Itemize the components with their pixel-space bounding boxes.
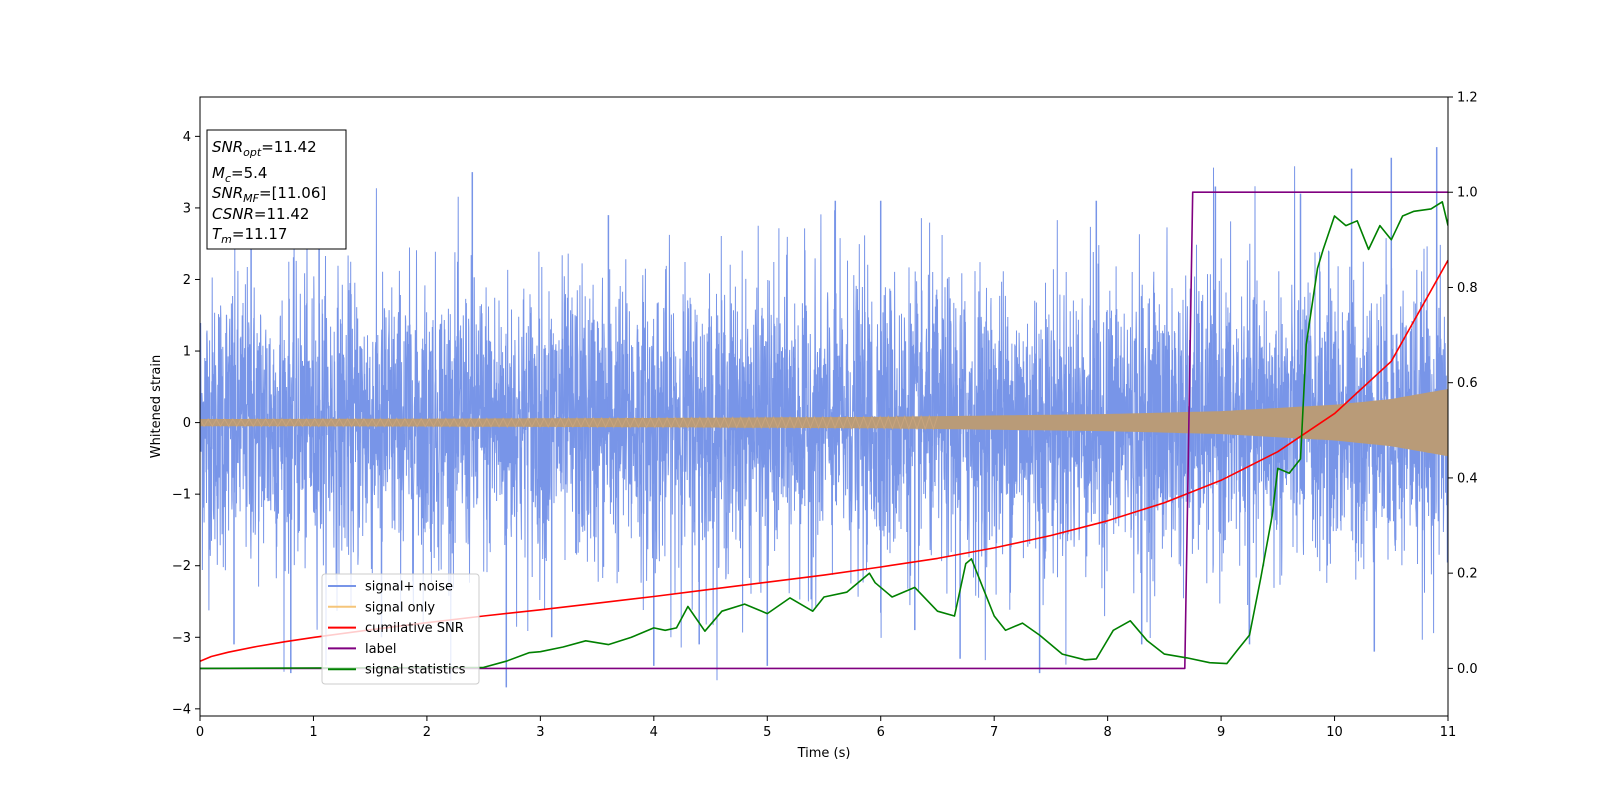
x-tick-label: 0 (196, 725, 204, 740)
legend-item-label: signal only (365, 600, 435, 615)
y2-tick-label: 0.2 (1457, 567, 1478, 582)
x-axis-label: Time (s) (797, 746, 851, 761)
series-signal-statistics-line (200, 201, 1448, 670)
series-cumilative-snr-line (200, 259, 1448, 662)
x-tick-label: 1 (309, 725, 317, 740)
legend-item-label: signal+ noise (365, 580, 453, 595)
y2-tick-label: 0.8 (1457, 281, 1478, 296)
y-tick-label: −2 (172, 559, 191, 574)
y-tick-label: −4 (172, 702, 191, 717)
y-tick-label: 2 (183, 273, 191, 288)
x-tick-label: 6 (877, 725, 885, 740)
info-mc: Mc=5.4 (212, 164, 267, 185)
series-signal-only-envelope (200, 389, 1448, 457)
legend: signal+ noise signal only cumilative SNR la… (321, 573, 480, 685)
y2-tick-label: 0.4 (1457, 471, 1478, 486)
y-tick-label: −3 (172, 631, 191, 646)
info-csnr: CSNR=11.42 (212, 205, 309, 223)
y-axis-right: 0.0 0.2 0.4 0.6 0.8 1.0 1.2 (1448, 91, 1478, 677)
y-axis-left: −4 −3 −2 −1 0 1 2 3 4 (172, 130, 200, 717)
series-signal-only-line (200, 414, 938, 431)
y2-tick-label: 0.6 (1457, 376, 1478, 391)
y-tick-label: 0 (183, 416, 191, 431)
x-tick-label: 8 (1103, 725, 1111, 740)
info-snr-opt: SNRopt=11.42 (212, 138, 317, 159)
x-tick-label: 7 (990, 725, 998, 740)
x-tick-label: 11 (1440, 725, 1457, 740)
info-box: SNRopt=11.42 Mc=5.4 SNRMF=[11.06] CSNR=1… (206, 129, 347, 250)
y-tick-label: 4 (183, 130, 191, 145)
y-tick-label: −1 (172, 488, 191, 503)
legend-item-label: label (365, 642, 396, 657)
x-axis: 0 1 2 3 4 5 6 7 8 9 10 11 (196, 716, 1456, 740)
info-box-frame (206, 129, 347, 250)
x-tick-label: 4 (650, 725, 658, 740)
y2-tick-label: 0.0 (1457, 662, 1478, 677)
y2-tick-label: 1.0 (1457, 186, 1478, 201)
legend-item-label: signal statistics (365, 663, 466, 678)
plot-frame (199, 96, 1449, 717)
info-snr-mf: SNRMF=[11.06] (212, 184, 326, 205)
y-tick-label: 1 (183, 345, 191, 360)
y2-tick-label: 1.2 (1457, 91, 1478, 106)
x-tick-label: 5 (763, 725, 771, 740)
x-tick-label: 3 (536, 725, 544, 740)
info-tm: Tm=11.17 (212, 225, 287, 246)
series-label-line (200, 191, 1448, 670)
x-tick-label: 9 (1217, 725, 1225, 740)
y-axis-label: Whitened strain (149, 355, 164, 458)
legend-frame (321, 573, 480, 685)
plot-area (200, 147, 1448, 688)
x-tick-label: 2 (423, 725, 431, 740)
legend-item-label: cumilative SNR (365, 621, 464, 636)
x-tick-label: 10 (1326, 725, 1343, 740)
y-tick-label: 3 (183, 201, 191, 216)
